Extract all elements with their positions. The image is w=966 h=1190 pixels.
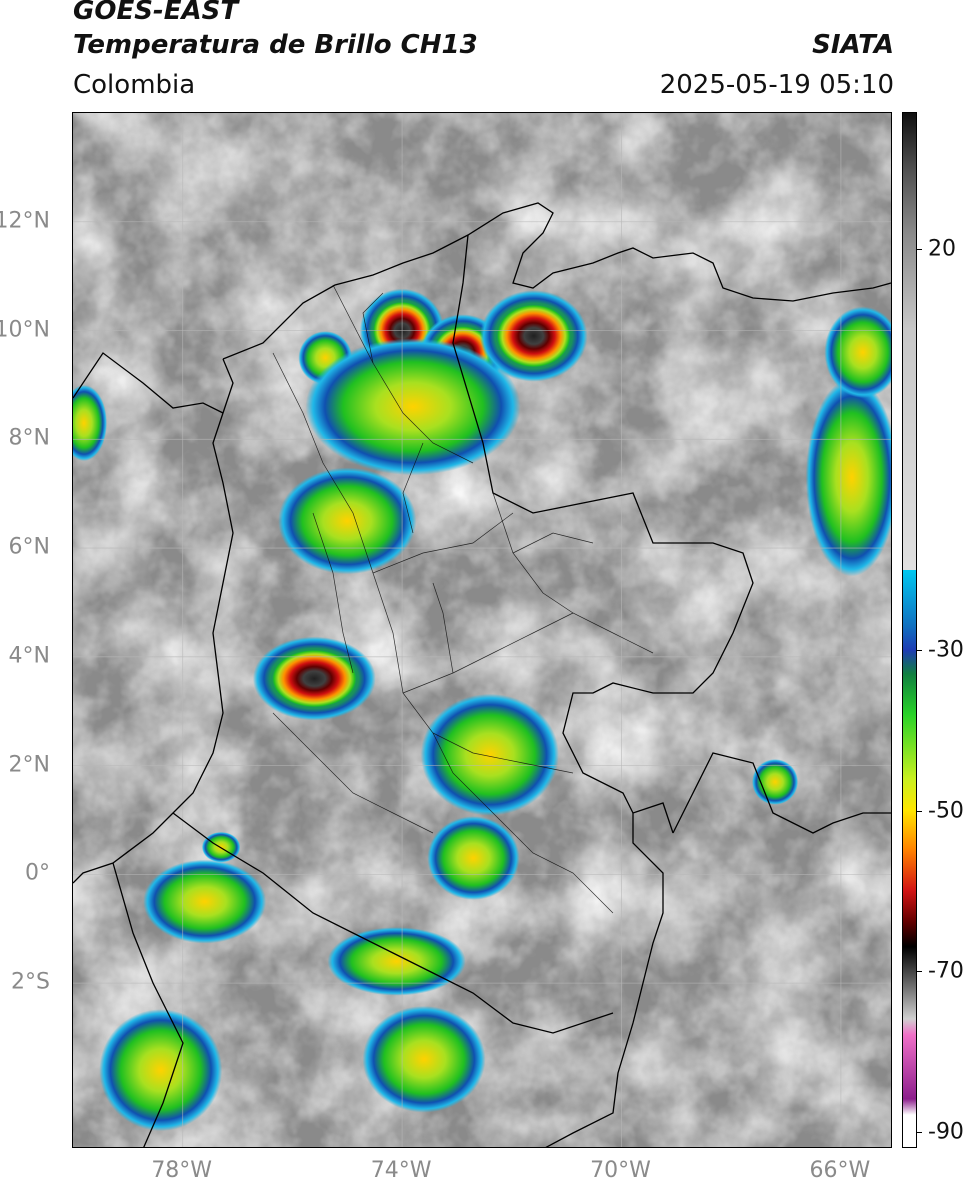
lat-tick-label: 0°	[25, 860, 50, 886]
region-label: Colombia	[73, 70, 196, 100]
storm-core	[270, 648, 359, 709]
lon-tick-label: 78°W	[151, 1158, 213, 1183]
storm-cell	[73, 384, 107, 462]
lat-tick-label: 2°N	[8, 752, 50, 778]
timestamp-label: 2025-05-19 05:10	[659, 70, 894, 100]
lat-tick-label: 8°N	[8, 425, 50, 451]
colorbar-tick-label: -70	[928, 958, 964, 984]
lat-tick-label: 2°S	[11, 969, 50, 995]
colorbar-tick-mark	[917, 810, 922, 812]
title-product: Temperatura de Brillo CH13	[73, 30, 478, 60]
storm-cell	[362, 1005, 486, 1113]
colorbar-tick-label: -50	[928, 798, 964, 824]
colorbar-tick-mark	[917, 1131, 922, 1133]
colorbar-tick-mark	[917, 650, 922, 652]
lon-tick-label: 74°W	[370, 1158, 432, 1183]
coastline-caribbean	[222, 202, 891, 360]
storm-cell	[752, 759, 799, 805]
venezuela-brazil-border	[672, 752, 891, 834]
colorbar-tick-label: -30	[928, 637, 964, 663]
convective-cells	[73, 288, 891, 1132]
colorbar-tick-label: 20	[928, 236, 956, 262]
lat-tick-label: 4°N	[8, 643, 50, 669]
organization-label: SIATA	[812, 30, 894, 60]
storm-cell	[99, 1009, 223, 1132]
storm-cell	[420, 693, 559, 816]
panama-coast	[73, 352, 224, 414]
colorbar-tick-mark	[917, 971, 922, 973]
title-satellite: GOES-EAST	[73, 0, 239, 26]
coastline-pacific	[73, 358, 234, 884]
lat-tick-label: 12°N	[0, 208, 50, 234]
satellite-map[interactable]	[72, 112, 892, 1148]
colombia-venezuela-border	[452, 234, 754, 834]
cloud-texture-fine	[73, 113, 891, 1147]
country-borders	[73, 202, 891, 1147]
storm-cell	[805, 378, 891, 577]
colorbar	[902, 112, 917, 1148]
lon-tick-label: 70°W	[590, 1158, 651, 1183]
storm-cell	[427, 816, 520, 900]
lon-tick-label: 66°W	[809, 1158, 871, 1183]
storm-cell	[327, 927, 466, 996]
storm-cell	[143, 859, 267, 944]
colombia-brazil-border	[545, 813, 664, 1147]
colombia-ecuador-peru-border	[172, 812, 614, 1034]
ecuador-peru-border	[112, 862, 184, 1147]
lat-tick-label: 10°N	[0, 317, 50, 343]
department-borders	[272, 284, 654, 914]
lat-tick-label: 6°N	[8, 534, 50, 560]
storm-cell	[305, 338, 521, 476]
colorbar-tick-mark	[917, 248, 922, 250]
graticule	[73, 113, 891, 1147]
storm-core	[495, 303, 573, 369]
map-canvas	[73, 113, 891, 1147]
storm-cell	[278, 467, 417, 575]
colorbar-tick-label: -90	[928, 1119, 964, 1145]
